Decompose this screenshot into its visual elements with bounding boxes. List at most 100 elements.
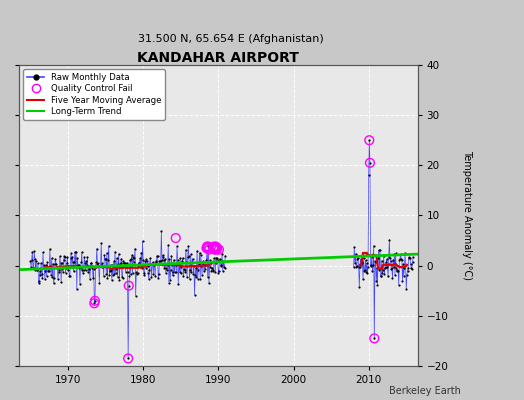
Point — [215, 256, 224, 262]
Point — [164, 242, 172, 248]
Point — [106, 268, 114, 274]
Point — [126, 256, 134, 263]
Point — [379, 253, 388, 259]
Point — [199, 258, 207, 265]
Point — [167, 253, 176, 259]
Point — [199, 261, 208, 267]
Point — [89, 275, 97, 282]
Point — [145, 276, 153, 282]
Point — [58, 266, 67, 272]
Point — [190, 263, 198, 269]
Point — [200, 268, 208, 274]
Point — [171, 262, 180, 268]
Point — [402, 272, 411, 278]
Point — [359, 254, 368, 261]
Point — [61, 254, 69, 260]
Point — [211, 269, 220, 275]
Point — [112, 265, 121, 272]
Point — [59, 268, 67, 275]
Point — [102, 271, 111, 277]
Point — [73, 255, 82, 262]
Point — [83, 262, 91, 268]
Point — [44, 268, 52, 274]
Point — [118, 274, 126, 280]
Point — [35, 280, 43, 286]
Point — [68, 263, 76, 270]
Point — [41, 267, 50, 274]
Point — [200, 262, 209, 268]
Point — [66, 273, 74, 280]
Point — [118, 274, 127, 281]
Point — [357, 262, 365, 269]
Point — [166, 277, 174, 284]
Point — [69, 259, 77, 266]
Point — [123, 269, 132, 275]
Point — [394, 268, 402, 274]
Point — [188, 258, 196, 265]
Point — [31, 267, 40, 273]
Point — [366, 160, 374, 166]
Point — [52, 261, 60, 267]
Point — [150, 261, 158, 268]
Point — [94, 263, 103, 270]
Point — [370, 335, 378, 342]
Point — [70, 259, 79, 266]
Point — [67, 250, 75, 257]
Point — [208, 264, 216, 271]
Point — [68, 253, 77, 260]
Point — [62, 260, 71, 266]
Point — [124, 355, 133, 362]
Point — [369, 262, 377, 268]
Point — [176, 255, 184, 261]
Point — [138, 238, 147, 244]
Point — [211, 246, 219, 253]
Point — [45, 265, 53, 272]
Point — [151, 273, 159, 279]
Point — [351, 260, 359, 266]
Point — [209, 267, 217, 273]
Point — [372, 278, 380, 284]
Point — [374, 255, 383, 261]
Point — [209, 245, 217, 251]
Point — [64, 264, 73, 270]
Point — [70, 268, 78, 275]
Point — [157, 228, 166, 234]
Point — [121, 259, 129, 266]
Point — [78, 267, 86, 274]
Point — [140, 272, 149, 278]
Point — [152, 257, 160, 264]
Point — [79, 270, 88, 276]
Point — [73, 286, 81, 292]
Point — [29, 264, 38, 271]
Point — [174, 261, 183, 267]
Point — [120, 260, 128, 266]
Point — [96, 262, 105, 268]
Point — [212, 246, 221, 253]
Point — [76, 280, 84, 287]
Point — [182, 259, 191, 265]
Point — [388, 265, 396, 271]
Point — [80, 267, 88, 273]
Point — [61, 270, 70, 276]
Point — [49, 280, 58, 286]
Point — [161, 256, 169, 262]
Point — [381, 265, 389, 271]
Point — [39, 264, 48, 271]
Point — [365, 137, 374, 144]
Point — [52, 264, 61, 270]
Point — [154, 275, 162, 281]
Point — [100, 273, 108, 280]
Point — [210, 255, 218, 261]
Point — [373, 265, 381, 271]
Point — [187, 251, 195, 258]
Point — [148, 261, 156, 267]
Point — [391, 250, 400, 256]
Point — [107, 276, 116, 283]
Point — [137, 249, 146, 256]
Point — [57, 278, 66, 285]
Point — [191, 272, 199, 278]
Point — [173, 243, 181, 250]
Point — [91, 298, 99, 304]
Point — [144, 270, 152, 276]
Point — [86, 276, 94, 282]
